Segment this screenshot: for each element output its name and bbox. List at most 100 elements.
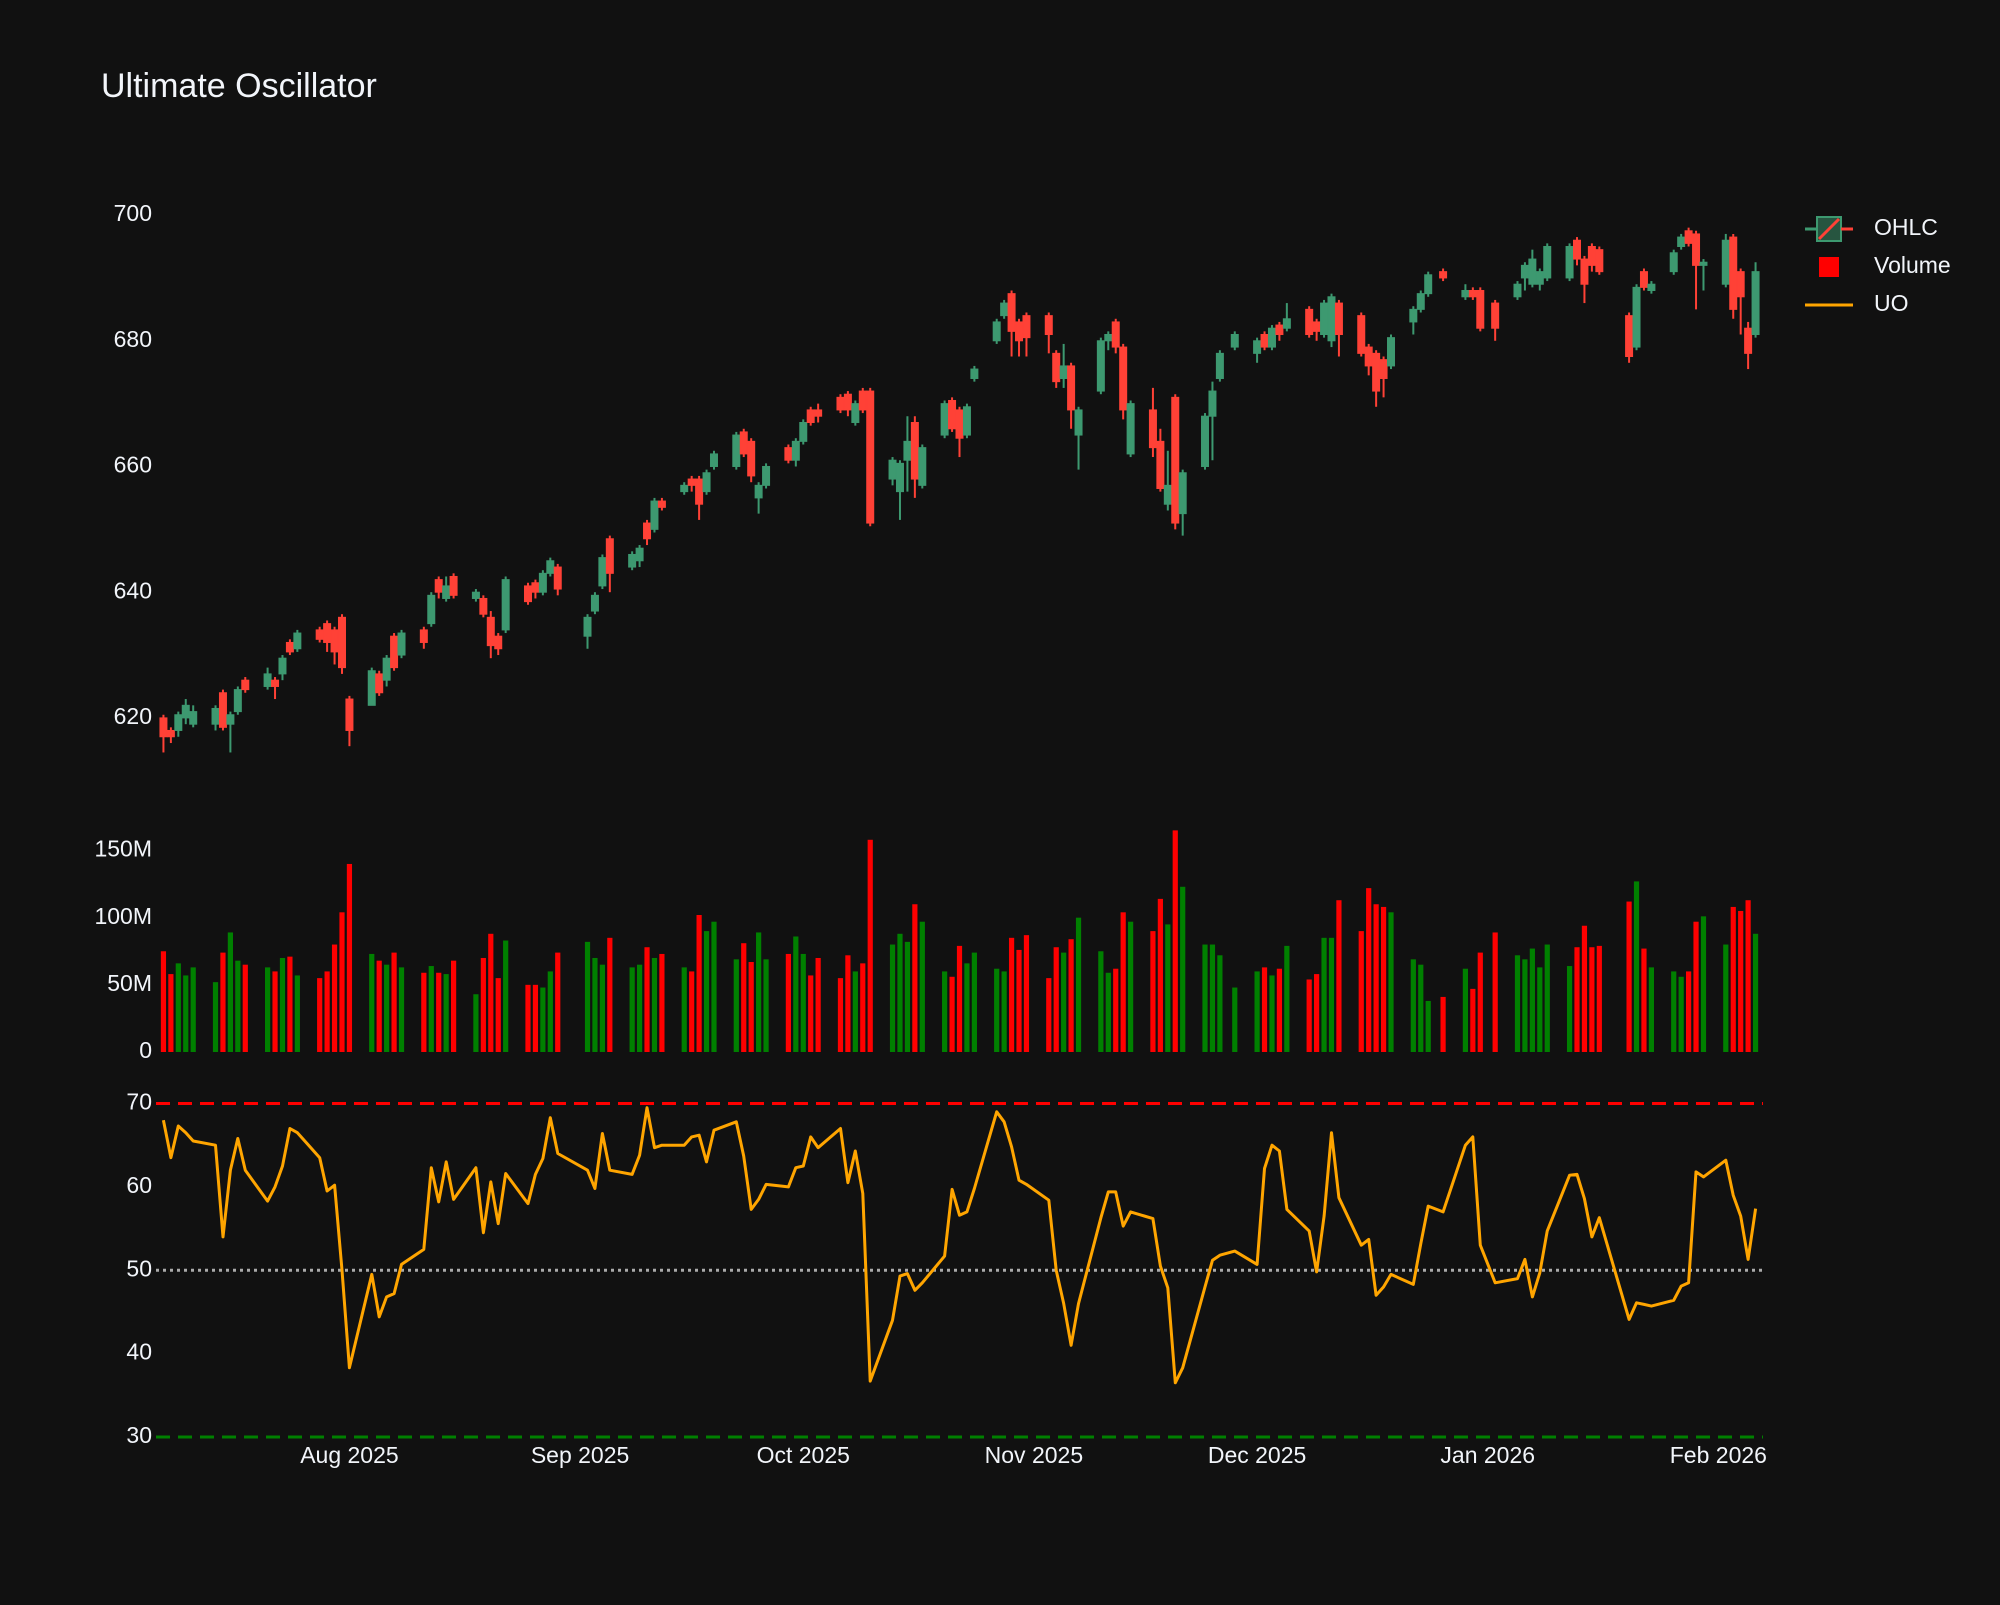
volume-bar bbox=[242, 964, 248, 1052]
candle-body bbox=[538, 572, 547, 593]
candle-body bbox=[271, 679, 280, 687]
volume-bar bbox=[1366, 888, 1372, 1052]
candle-body bbox=[241, 679, 250, 691]
volume-bar bbox=[1738, 910, 1744, 1052]
volume-bar bbox=[942, 971, 948, 1052]
labels-layer: 620 640 660 680 700 0 50M 100M 150M 30 40 50 60 70 Aug… bbox=[94, 200, 1950, 1468]
candle-body bbox=[903, 440, 912, 461]
volume-bar bbox=[994, 968, 1000, 1052]
candle-body bbox=[732, 434, 741, 467]
volume-bar bbox=[889, 944, 896, 1052]
candle-body bbox=[1543, 246, 1552, 279]
candle-body bbox=[1632, 286, 1641, 348]
candle-body bbox=[1163, 484, 1172, 505]
y-tick-label: 50M bbox=[107, 970, 152, 996]
candle-body bbox=[1111, 321, 1120, 348]
candle-body bbox=[1372, 352, 1381, 392]
candle-body bbox=[1201, 415, 1210, 467]
volume-bar bbox=[540, 987, 546, 1052]
candle-body bbox=[1677, 236, 1686, 248]
volume-bar bbox=[1648, 967, 1655, 1052]
candle-body bbox=[687, 478, 696, 486]
candle-body bbox=[1215, 352, 1224, 379]
candle-body bbox=[1461, 290, 1470, 298]
volume-bar bbox=[845, 955, 851, 1052]
volume-bar bbox=[1202, 944, 1208, 1052]
y-tick-label: 50 bbox=[126, 1255, 152, 1281]
volume-bar bbox=[1566, 966, 1573, 1052]
volume-bar bbox=[384, 964, 390, 1052]
volume-bar bbox=[436, 972, 442, 1052]
candle-body bbox=[1513, 283, 1522, 298]
volume-bar bbox=[629, 967, 635, 1052]
legend-swatch bbox=[1819, 257, 1839, 277]
volume-bar bbox=[1380, 906, 1387, 1052]
candle-body bbox=[992, 321, 1001, 342]
volume-bar bbox=[1700, 916, 1707, 1052]
volume-bar bbox=[488, 933, 494, 1052]
candle-body bbox=[382, 657, 391, 681]
candle-body bbox=[680, 484, 689, 493]
candle-body bbox=[1587, 246, 1596, 266]
volume-bar bbox=[1425, 1000, 1431, 1052]
candle-body bbox=[390, 635, 399, 669]
volume-bar bbox=[532, 984, 539, 1052]
volume-bar bbox=[800, 953, 806, 1052]
candle-body bbox=[628, 553, 637, 568]
y-tick-label: 640 bbox=[114, 577, 152, 603]
candle-body bbox=[1044, 315, 1053, 336]
candle-body bbox=[1022, 315, 1031, 339]
volume-bar bbox=[1589, 947, 1595, 1052]
volume-bar bbox=[220, 952, 226, 1052]
volume-bar bbox=[1001, 971, 1007, 1052]
candle-body bbox=[166, 729, 175, 738]
candle-body bbox=[895, 462, 904, 493]
candle-body bbox=[918, 447, 927, 486]
candle-body bbox=[583, 616, 592, 637]
volume-bar bbox=[495, 978, 501, 1052]
volume-bar bbox=[1232, 987, 1238, 1052]
volume-bar bbox=[867, 839, 873, 1052]
candle-body bbox=[590, 594, 599, 612]
candle-body bbox=[181, 704, 190, 719]
volume-bar bbox=[793, 936, 799, 1052]
candle-body bbox=[1282, 318, 1291, 329]
candle-body bbox=[1364, 346, 1373, 367]
candle-body bbox=[1230, 334, 1239, 348]
volume-bar bbox=[1254, 971, 1260, 1052]
volume-bar bbox=[1105, 972, 1111, 1052]
volume-bar bbox=[1172, 830, 1178, 1052]
candle-body bbox=[1015, 321, 1024, 342]
candle-body bbox=[1409, 308, 1418, 323]
candle-body bbox=[233, 689, 242, 713]
volume-bar bbox=[1522, 959, 1528, 1052]
candle-body bbox=[1639, 271, 1648, 288]
volume-bar bbox=[1581, 925, 1588, 1052]
x-tick-label: Oct 2025 bbox=[757, 1442, 850, 1468]
volume-bar bbox=[904, 941, 911, 1052]
candle-body bbox=[1625, 315, 1634, 357]
candle-body bbox=[315, 629, 324, 640]
candle-body bbox=[427, 594, 436, 625]
candle-body bbox=[1721, 239, 1730, 285]
volume-bar bbox=[264, 967, 271, 1052]
volume-bar bbox=[503, 940, 509, 1052]
volume-bar bbox=[1217, 955, 1223, 1052]
volume-bar bbox=[1128, 921, 1134, 1052]
volume-bar bbox=[1626, 901, 1632, 1052]
candle-body bbox=[1052, 352, 1061, 383]
volume-bar bbox=[1008, 937, 1015, 1052]
candle-body bbox=[367, 670, 376, 706]
volume-bar bbox=[1671, 971, 1677, 1052]
candle-body bbox=[1736, 271, 1745, 298]
volume-bar bbox=[912, 904, 918, 1052]
volume-bar bbox=[175, 963, 181, 1052]
volume-bar bbox=[808, 975, 814, 1052]
candle-body bbox=[285, 641, 294, 653]
volume-bar bbox=[369, 953, 375, 1052]
candle-body bbox=[1104, 334, 1113, 342]
candle-body bbox=[546, 560, 555, 574]
volume-bar bbox=[756, 932, 762, 1052]
candle-body bbox=[1305, 308, 1314, 336]
